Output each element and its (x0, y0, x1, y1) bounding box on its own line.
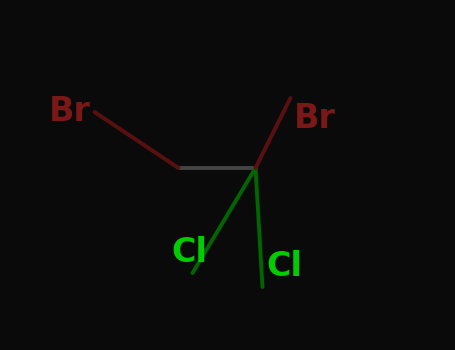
Text: Cl: Cl (266, 251, 302, 284)
Text: Br: Br (294, 102, 336, 134)
Text: Cl: Cl (171, 237, 207, 270)
Text: Br: Br (49, 96, 91, 128)
